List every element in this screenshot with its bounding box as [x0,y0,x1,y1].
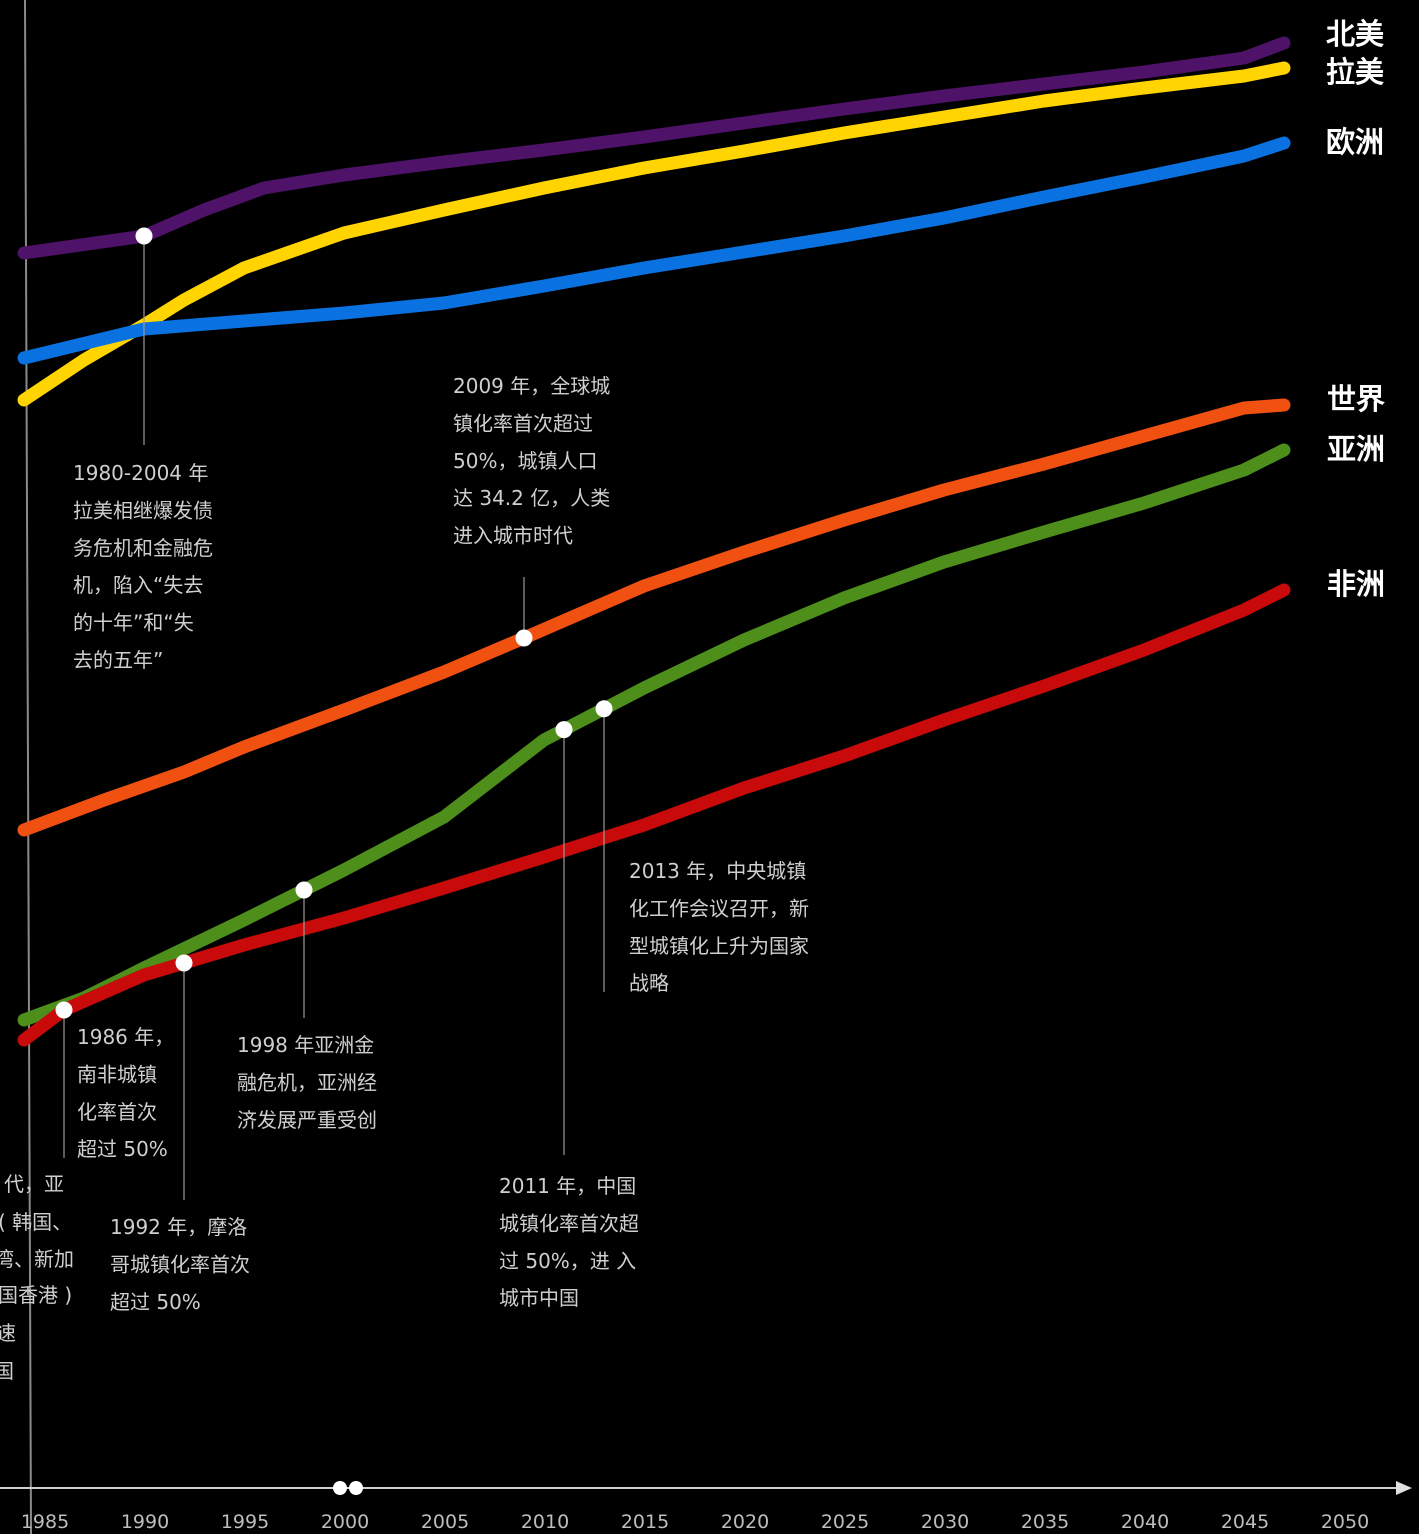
annotation-text: 50%，城镇人口 [453,449,597,473]
series-label: 亚洲 [1327,432,1385,466]
annotation-leaders [63,236,605,1200]
annotation-text: 进入城市时代 [453,524,573,548]
cut-off-annotation-text: 代，亚 [4,1172,64,1196]
cut-off-annotation-text: 湾、新加 [0,1247,74,1271]
x-axis-arrow-icon [1396,1481,1412,1495]
annotation-text: 1998 年亚洲金 [237,1033,374,1057]
annotation-texts: 1980-2004 年拉美相继爆发债务危机和金融危机，陷入“失去的十年”和“失去… [0,374,809,1383]
x-tick-label: 2010 [521,1511,569,1533]
x-tick-label: 2035 [1021,1511,1069,1533]
annotation-dot [515,629,533,647]
annotation-text: 融危机，亚洲经 [237,1070,377,1094]
series-line-4 [17,443,1291,1027]
annotation-dot [135,227,153,245]
annotation-text: 2009 年，全球城 [453,374,610,398]
x-tick-label: 2030 [921,1511,969,1533]
series-label: 欧洲 [1326,125,1384,159]
annotation-text: 城镇化率首次超 [499,1211,639,1235]
annotation-text: 哥城镇化率首次 [110,1252,250,1276]
axis-marker-dot [333,1481,347,1495]
annotation-text: 城市中国 [499,1286,579,1310]
cut-off-annotation-text: ( 韩国、 [0,1210,72,1234]
series-label: 世界 [1327,382,1385,416]
series-label: 拉美 [1326,55,1384,89]
x-axis-ticks: 1985 1990 1995 2000 2005 2010 2015 2020 2025 2030… [21,1511,1369,1533]
annotation-text: 型城镇化上升为国家 [629,934,809,958]
annotation-text: 的十年”和“失 [73,611,194,635]
x-tick-label: 2000 [321,1511,369,1533]
x-tick-label: 2045 [1221,1511,1269,1533]
annotation-text: 务危机和金融危 [73,536,213,560]
annotation-dot [175,954,193,972]
series-line-0 [17,36,1291,260]
annotation-text: 1980-2004 年 [73,461,208,485]
cut-off-annotation-text: 速 [0,1321,16,1345]
annotation-text: 2011 年，中国 [499,1174,636,1198]
annotation-dot [55,1001,73,1019]
series-line-3 [17,398,1291,837]
annotation-text: 战略 [629,971,669,995]
annotation-text: 化工作会议召开，新 [629,896,809,920]
annotation-text: 过 50%，进 入 [499,1249,636,1273]
series-line-1 [17,61,1291,407]
annotation-text: 镇化率首次超过 [453,411,593,435]
x-tick-label: 2005 [421,1511,469,1533]
annotation-text: 济发展严重受创 [237,1108,377,1132]
annotation-text: 去的五年” [73,648,163,672]
series-line-2 [17,136,1291,365]
annotation-dot [555,721,573,739]
annotation-text: 化率首次 [77,1100,157,1124]
annotation-dot [295,881,313,899]
x-tick-label: 2040 [1121,1511,1169,1533]
annotation-text: 超过 50% [77,1137,168,1161]
annotation-text: 机，陷入“失去 [73,573,203,597]
axis-marker-dot [349,1481,363,1495]
series-label: 北美 [1326,17,1384,51]
cut-off-annotation-text: 国 [0,1359,14,1383]
x-tick-label: 1995 [221,1511,269,1533]
x-tick-label: 2025 [821,1511,869,1533]
annotation-text: 达 34.2 亿，人类 [453,486,610,510]
annotation-text: 超过 50% [110,1290,201,1314]
annotation-dot [595,700,613,718]
annotation-text: 1986 年， [77,1025,174,1049]
annotation-text: 拉美相继爆发债 [73,498,213,522]
x-tick-label: 2050 [1321,1511,1369,1533]
x-tick-label: 1990 [121,1511,169,1533]
annotation-text: 南非城镇 [77,1062,157,1086]
cut-off-annotation-text: 国香港 ) [0,1283,72,1307]
series-label: 非洲 [1327,567,1385,601]
x-tick-label: 2020 [721,1511,769,1533]
x-tick-label: 2015 [621,1511,669,1533]
x-tick-label: 1985 [21,1511,69,1533]
annotation-text: 2013 年，中央城镇 [629,859,806,883]
annotation-text: 1992 年，摩洛 [110,1215,247,1239]
annotation-dots [55,227,613,1019]
